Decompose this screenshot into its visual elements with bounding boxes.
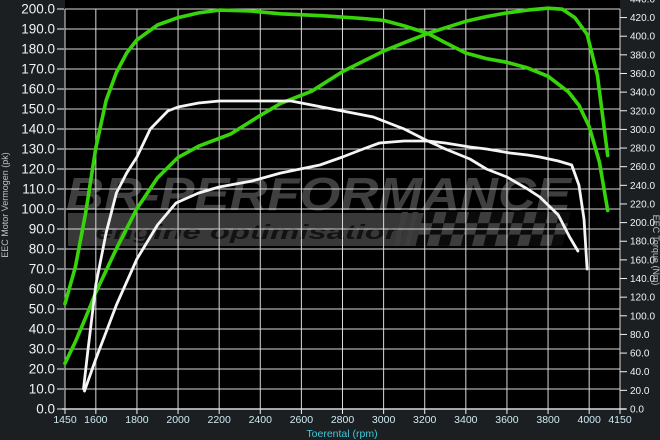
left-axis-tick-label: 70.0 [29,262,55,277]
right-axis-tick-label: 180.0 [630,237,655,248]
left-axis-tick-label: 180.0 [21,42,55,57]
right-axis-title: EEC Torque (Nm) [651,215,660,286]
right-axis-tick-label: 220.0 [630,199,655,210]
left-axis-tick-label: 30.0 [29,342,55,357]
left-axis-tick-label: 120.0 [21,162,55,177]
left-axis-tick-label: 190.0 [21,22,55,37]
left-axis-tick-label: 170.0 [21,62,55,77]
left-axis-tick-label: 140.0 [21,122,55,137]
right-axis-tick-label: 340.0 [630,88,655,99]
left-axis-tick-label: 200.0 [21,2,55,17]
right-axis-tick-label: 320.0 [630,106,655,117]
power-run-1-curve [82,99,580,391]
watermark-brand-text: BR-Performance [66,168,572,220]
left-axis-tick-label: 130.0 [21,142,55,157]
power-run-2-curve [83,139,589,393]
left-axis-tick-label: 20.0 [29,362,55,377]
torque-run-2-curve [63,6,610,366]
right-axis-tick-label: 280.0 [630,144,655,155]
right-axis-tick-label: 360.0 [630,69,655,80]
left-axis-tick-label: 160.0 [21,82,55,97]
right-axis-tick-label: 240.0 [630,181,655,192]
right-axis-tick-label: 260.0 [630,162,655,173]
right-axis-tick-label: 20.0 [630,386,650,397]
left-axis-tick-label: 50.0 [29,302,55,317]
left-axis-tick-label: 80.0 [29,242,55,257]
left-axis: 0.0 10.0 20.0 30.0 40.0 50.0 60.0 70.0 80.0 90.0 1… [21,2,64,417]
x-axis-tick-label: 3800 [536,414,560,426]
left-axis-tick-label: 110.0 [22,182,55,197]
left-axis-tick-label: 0.0 [36,402,55,417]
x-axis-tick-label: 4150 [608,414,632,426]
right-axis-tick-label: 420.0 [630,13,655,24]
right-axis-tick-label: 60.0 [630,349,650,360]
left-axis-tick-label: 40.0 [29,322,55,337]
x-axis-tick-label: 3400 [454,414,478,426]
gridlines [64,8,621,410]
x-axis-tick-label: 2200 [207,414,231,426]
x-axis: 1450 1600 1800 2000 2200 2400 2600 2800 3000 3200… [53,409,632,426]
x-axis-tick-label: 1450 [53,414,77,426]
x-axis-tick-label: 2800 [331,414,355,426]
x-axis-tick-label: 2400 [249,414,273,426]
left-axis-tick-label: 10.0 [29,382,55,397]
left-axis-title: EEC Motor Vermogen (pk) [0,152,10,258]
x-axis-tick-label: 3200 [413,414,437,426]
right-axis-tick-label: 40.0 [630,367,650,378]
right-axis-tick-label: 440.0 [630,0,655,5]
right-axis-tick-label: 400.0 [630,32,655,43]
left-axis-tick-label: 90.0 [29,222,55,237]
x-axis-tick-label: 1800 [125,414,149,426]
right-axis-tick-label: 300.0 [630,125,655,136]
x-axis-tick-label: 3600 [495,414,519,426]
left-axis-tick-label: 100.0 [21,202,55,217]
right-axis-tick-label: 200.0 [630,218,655,229]
x-axis-tick-label: 4000 [577,414,601,426]
right-axis-tick-label: 0.0 [630,405,644,416]
right-axis-tick-label: 160.0 [630,255,655,266]
right-axis-tick-label: 120.0 [630,293,655,304]
right-axis-tick-label: 140.0 [630,274,655,285]
right-axis-tick-label: 380.0 [630,50,655,61]
right-axis-tick-label: 80.0 [630,330,650,341]
x-axis-tick-label: 2000 [166,414,190,426]
watermark-subtitle-text: engine optimisation [95,222,405,244]
torque-run-1-curve [63,8,610,306]
left-axis-tick-label: 150.0 [21,102,55,117]
watermark: BR-Performanceengine optimisation [66,168,572,246]
right-axis-tick-label: 100.0 [630,311,655,322]
x-axis-tick-label: 3000 [372,414,396,426]
right-axis: 0.0 20.0 40.0 60.0 80.0 100.0 120.0 140.0 160.0 1… [620,0,655,416]
x-axis-tick-label: 1600 [84,414,108,426]
x-axis-tick-label: 2600 [290,414,314,426]
x-axis-title: Toerental (rpm) [306,428,377,440]
left-axis-tick-label: 60.0 [29,282,55,297]
